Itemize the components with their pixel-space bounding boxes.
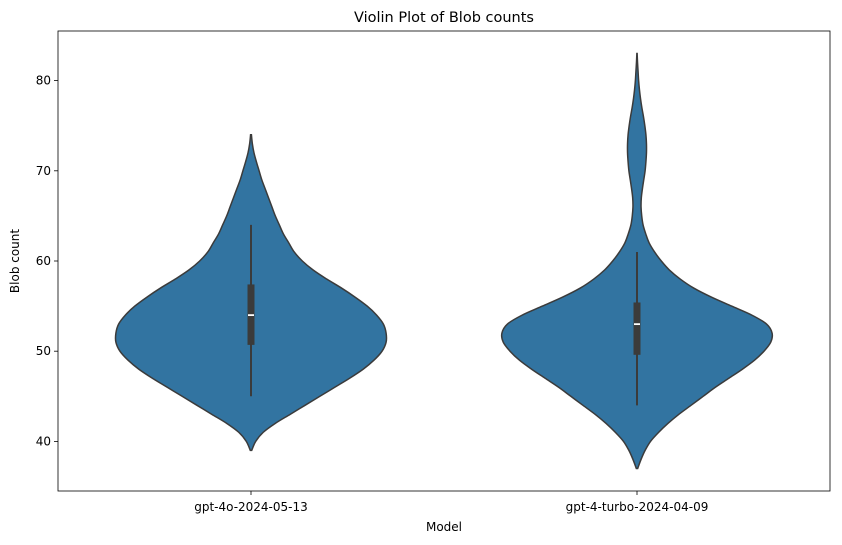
y-tick-label: 50 (36, 344, 51, 358)
violins-layer (114, 52, 774, 470)
y-axis-label: Blob count (8, 229, 22, 293)
x-axis-ticks: gpt-4o-2024-05-13 gpt-4-turbo-2024-04-09 (194, 491, 708, 514)
y-tick-label: 40 (36, 434, 51, 448)
x-axis-label: Model (426, 520, 462, 534)
y-tick-label: 70 (36, 164, 51, 178)
y-axis-ticks: 40 50 60 70 80 (36, 74, 58, 448)
x-tick-label: gpt-4o-2024-05-13 (194, 500, 308, 514)
x-tick-label: gpt-4-turbo-2024-04-09 (566, 500, 709, 514)
y-tick-label: 80 (36, 74, 51, 88)
chart-title: Violin Plot of Blob counts (354, 10, 534, 26)
y-tick-label: 60 (36, 254, 51, 268)
violin-iqr-box (633, 302, 641, 355)
